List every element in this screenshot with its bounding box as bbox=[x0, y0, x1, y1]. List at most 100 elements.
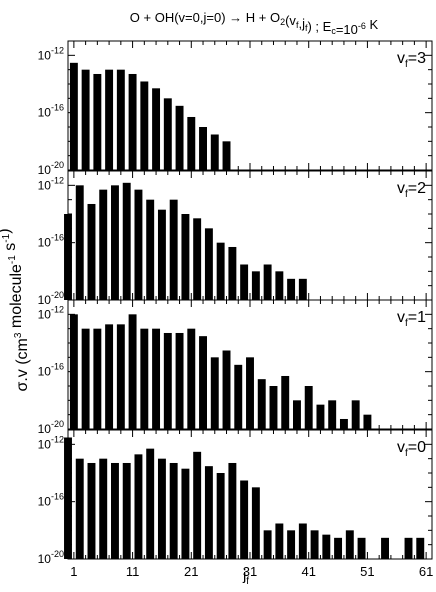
bar bbox=[328, 400, 337, 429]
bar bbox=[99, 189, 108, 300]
bar bbox=[175, 332, 184, 429]
bar bbox=[293, 400, 301, 429]
x-tick-label: 1 bbox=[70, 564, 77, 579]
bar bbox=[140, 81, 149, 170]
bar bbox=[181, 214, 190, 300]
bar bbox=[322, 534, 331, 559]
bar bbox=[269, 386, 278, 429]
bar bbox=[64, 214, 72, 300]
bar bbox=[152, 328, 161, 429]
bar bbox=[216, 473, 225, 559]
bar bbox=[263, 530, 272, 559]
bar bbox=[175, 105, 184, 170]
bar bbox=[240, 264, 249, 300]
bar bbox=[228, 246, 237, 300]
bar bbox=[216, 242, 225, 300]
x-axis-label: jf bbox=[242, 567, 249, 587]
bar bbox=[146, 199, 155, 300]
y-tick-label: 10-16 bbox=[38, 492, 64, 509]
bar bbox=[246, 357, 254, 429]
bar bbox=[404, 537, 413, 559]
bar bbox=[381, 537, 389, 559]
bar bbox=[275, 271, 284, 300]
bar bbox=[75, 458, 84, 559]
bar bbox=[210, 357, 219, 429]
bar bbox=[204, 228, 213, 300]
bar bbox=[87, 203, 96, 300]
bar bbox=[140, 328, 149, 429]
panel-2: 10-20 10-16 10-12 vf=1 bbox=[38, 299, 433, 436]
y-tick-label: 10-12 bbox=[38, 175, 64, 192]
bar bbox=[287, 278, 296, 300]
bar bbox=[81, 69, 90, 170]
bar bbox=[339, 418, 348, 429]
bar bbox=[169, 462, 178, 559]
x-tick-label: 41 bbox=[301, 564, 315, 579]
bar bbox=[222, 141, 231, 170]
bar bbox=[122, 462, 131, 559]
bar bbox=[251, 487, 260, 559]
bar bbox=[275, 523, 284, 559]
bar bbox=[163, 98, 172, 170]
y-tick-label: 10-20 bbox=[38, 290, 64, 307]
y-tick-label: 10-12 bbox=[38, 45, 64, 62]
bar bbox=[187, 116, 196, 170]
bar bbox=[69, 62, 78, 171]
y-tick-label: 10-16 bbox=[38, 362, 64, 379]
bar bbox=[240, 480, 249, 559]
bar bbox=[251, 271, 260, 300]
bar bbox=[111, 462, 119, 559]
bar bbox=[316, 404, 325, 429]
bar bbox=[169, 199, 178, 300]
bar bbox=[263, 264, 272, 300]
bar bbox=[351, 400, 360, 429]
bar bbox=[287, 530, 296, 559]
bar bbox=[157, 209, 166, 300]
bar bbox=[222, 350, 231, 429]
y-axis-label: σ.v (cm3 molecule-1 s-1) bbox=[0, 228, 31, 391]
bar bbox=[199, 336, 207, 429]
bar bbox=[187, 328, 196, 429]
bar bbox=[157, 458, 166, 559]
x-tick-label: 61 bbox=[419, 564, 433, 579]
bar bbox=[234, 364, 243, 429]
panel-0: 10-20 10-16 10-12 vf=3 bbox=[38, 40, 433, 177]
bar bbox=[111, 185, 119, 300]
bar bbox=[193, 218, 202, 300]
bar bbox=[345, 530, 354, 559]
bar bbox=[105, 69, 114, 170]
bar bbox=[87, 462, 96, 559]
panel-frame bbox=[67, 429, 433, 560]
bar bbox=[163, 332, 172, 429]
y-tick-label: 10-12 bbox=[38, 434, 64, 451]
panel-label: vf=2 bbox=[397, 180, 426, 200]
panel-1: 10-20 10-16 10-12 vf=2 bbox=[38, 170, 433, 307]
bar bbox=[152, 88, 161, 170]
y-tick-label: 10-20 bbox=[38, 160, 64, 177]
bar bbox=[116, 69, 125, 170]
bar bbox=[181, 468, 190, 559]
bar bbox=[193, 451, 202, 559]
x-tick-label: 11 bbox=[126, 564, 140, 579]
bar bbox=[128, 314, 137, 429]
panel-label: vf=1 bbox=[397, 309, 426, 329]
bar bbox=[81, 328, 90, 429]
y-tick-label: 10-20 bbox=[38, 549, 64, 566]
panels-group: 10-20 10-16 10-12 vf=3 10-20 10-16 10-12 vf=2 10… bbox=[38, 40, 433, 579]
panel-frame bbox=[67, 170, 433, 301]
x-tick-label: 51 bbox=[360, 564, 374, 579]
bar bbox=[93, 328, 102, 429]
bar bbox=[334, 537, 343, 559]
panel-label: vf=3 bbox=[397, 50, 426, 70]
bar bbox=[416, 537, 425, 559]
bar bbox=[64, 437, 72, 559]
bar bbox=[116, 324, 125, 429]
bar bbox=[204, 466, 213, 559]
y-tick-label: 10-16 bbox=[38, 103, 64, 120]
bar bbox=[304, 386, 313, 429]
bar bbox=[310, 530, 319, 559]
chart-title: O + OH(v=0,j=0) → H + O2(vf,jf) ; Ec=10-… bbox=[130, 10, 379, 37]
bar bbox=[357, 537, 366, 559]
bar bbox=[128, 73, 137, 170]
